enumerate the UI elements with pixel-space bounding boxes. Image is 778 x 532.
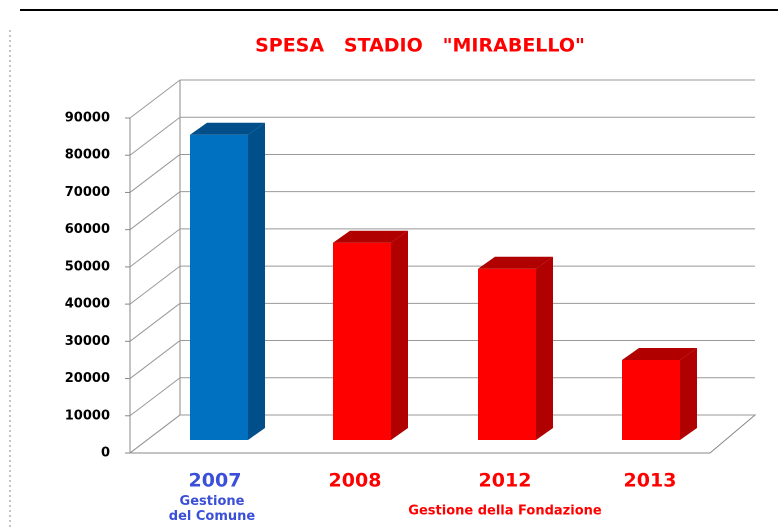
bar-front [622, 359, 680, 440]
y-tick-label: 40000 [65, 297, 110, 312]
y-tick-label: 20000 [65, 371, 110, 386]
bar [190, 122, 265, 441]
grid-line [129, 191, 181, 231]
grid-line [129, 228, 181, 268]
bar [478, 256, 553, 440]
grid-line [129, 377, 181, 417]
bar-side [391, 230, 408, 440]
grid-line [129, 265, 181, 305]
annotation-line: del Comune [169, 509, 256, 524]
bar-top [622, 347, 697, 360]
bar-top [333, 230, 408, 243]
annotation-line: Gestione [180, 494, 245, 509]
y-tick-label: 0 [101, 446, 110, 461]
grid-line [129, 302, 181, 342]
grid-line [129, 116, 181, 156]
grid-line [129, 340, 181, 379]
y-tick-label: 30000 [65, 334, 110, 349]
bar-front [190, 134, 248, 440]
bar [333, 230, 408, 440]
y-tick-label: 70000 [65, 185, 110, 200]
x-tick-label: 2007 [189, 470, 242, 492]
grid-line [129, 79, 181, 119]
bar-side [248, 122, 265, 441]
chart-title: SPESA STADIO "MIRABELLO" [255, 35, 585, 57]
grid-line [129, 414, 181, 454]
annotation: Gestione della Fondazione [408, 504, 602, 519]
x-tick-label: 2013 [624, 470, 677, 492]
bar-side [536, 256, 553, 440]
y-tick-label: 60000 [65, 222, 110, 237]
bar-front [478, 268, 536, 440]
y-tick-label: 80000 [65, 148, 110, 163]
bar-top [478, 256, 553, 269]
grid-line [129, 154, 181, 193]
bar [622, 347, 697, 440]
y-tick-label: 10000 [65, 408, 110, 423]
x-tick-label: 2008 [329, 470, 382, 492]
x-tick-label: 2012 [479, 470, 532, 492]
y-tick-label: 90000 [65, 111, 110, 126]
bar-front [333, 242, 391, 440]
bar-top [190, 122, 265, 135]
annotation: Gestione del Comune [169, 494, 256, 524]
y-tick-label: 50000 [65, 259, 110, 274]
bar-side [680, 347, 697, 440]
